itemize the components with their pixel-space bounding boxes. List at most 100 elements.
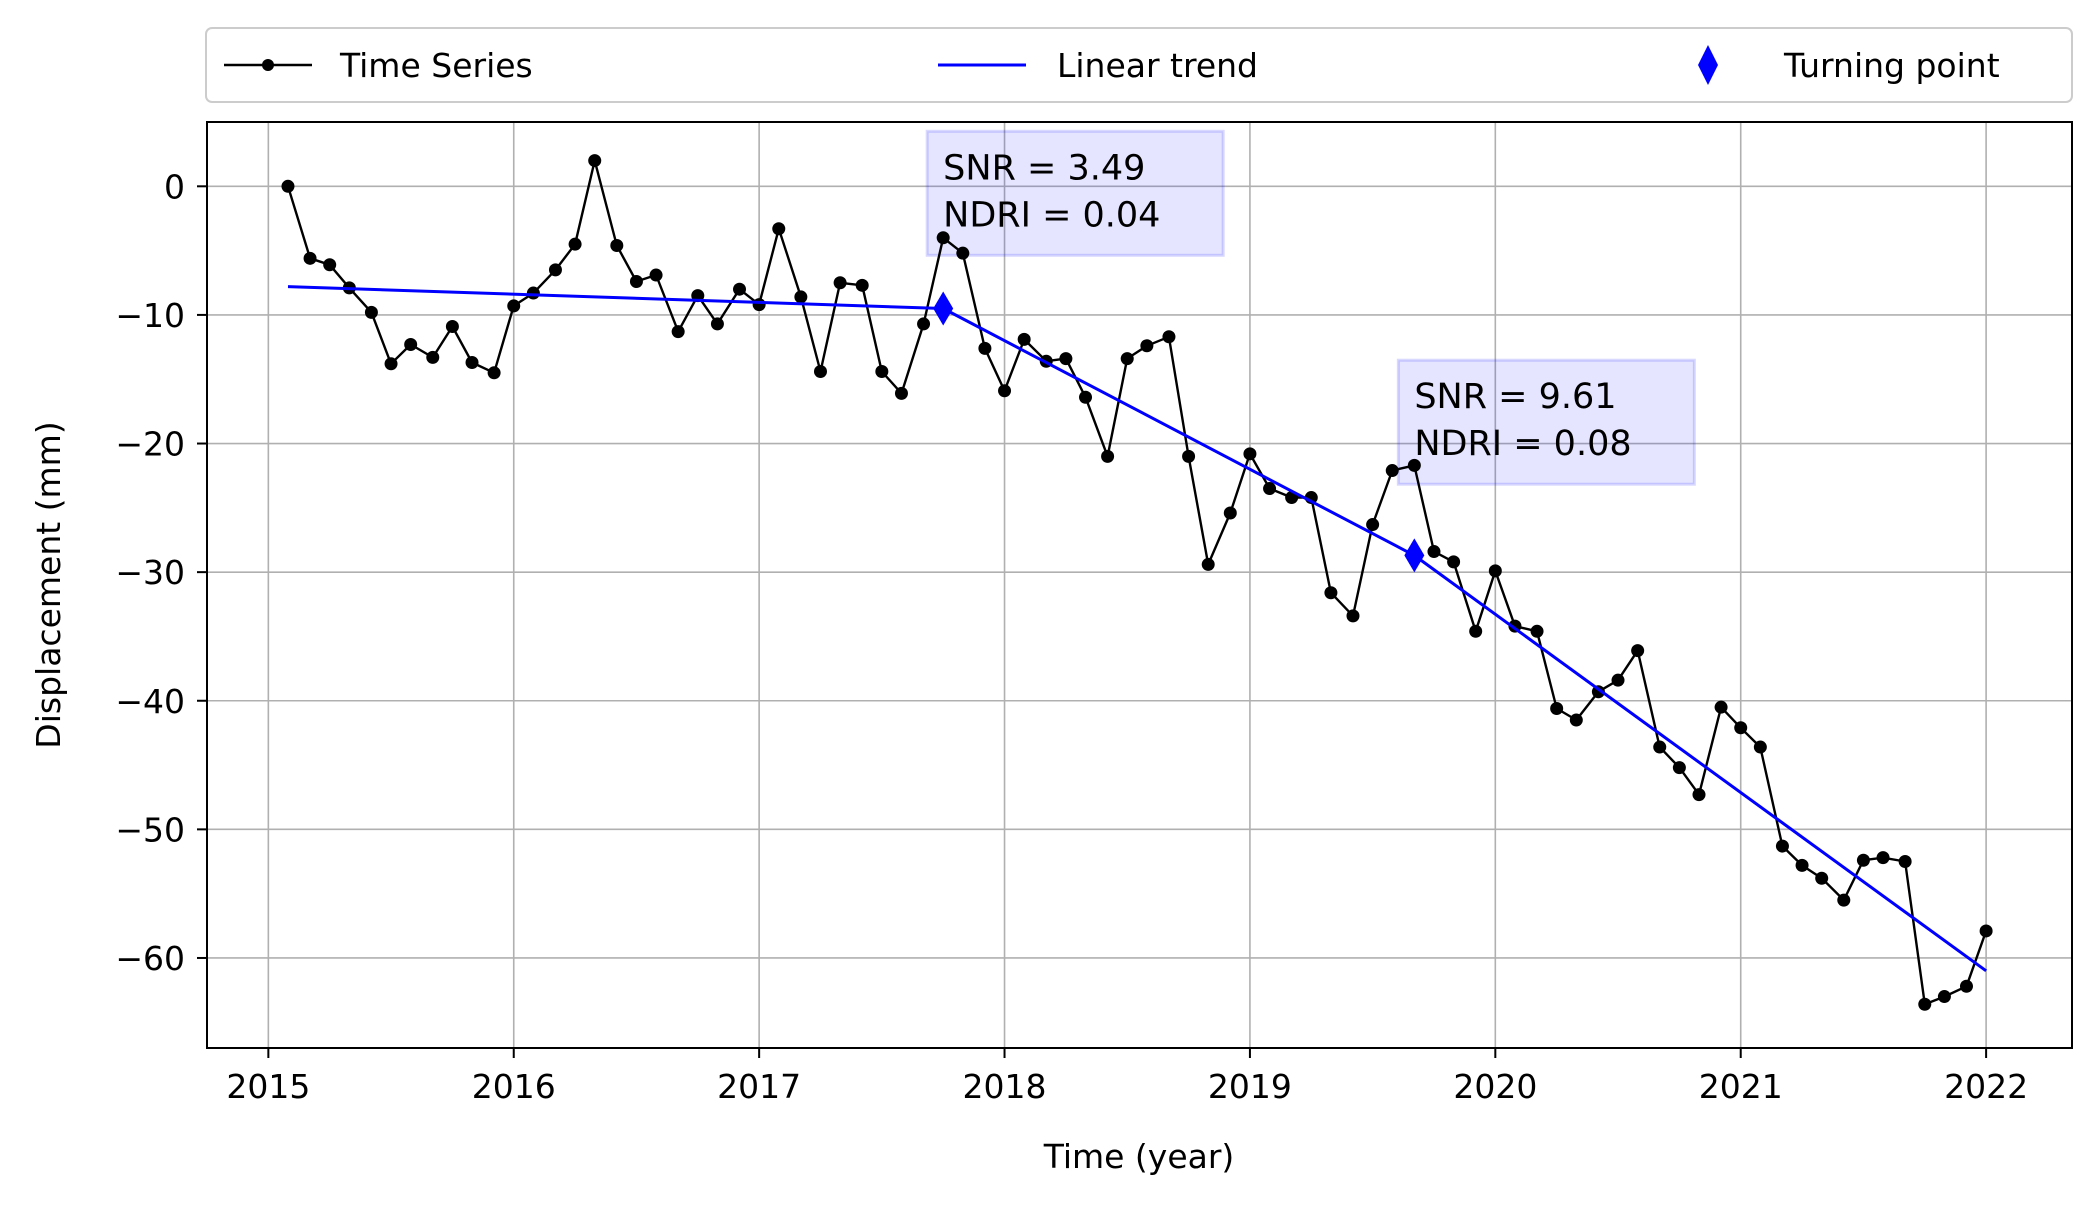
time-series-point [733, 282, 747, 296]
time-series-point [710, 317, 724, 331]
x-tick-label: 2016 [472, 1067, 556, 1106]
time-series-point [1653, 740, 1667, 754]
time-series-point [1876, 851, 1890, 865]
time-series-point [1469, 624, 1483, 638]
time-series-point [568, 237, 582, 251]
legend-turning-point-diamond [1698, 45, 1718, 85]
annotation-text: NDRI = 0.04 [943, 195, 1160, 235]
time-series-point [1631, 644, 1645, 658]
time-series-point [426, 350, 440, 364]
time-series-point [998, 384, 1012, 398]
time-series-point [649, 268, 663, 282]
time-series-point [833, 276, 847, 290]
time-series-point [894, 386, 908, 400]
time-series-point [1530, 624, 1544, 638]
time-series-point [794, 290, 808, 304]
time-series-point [465, 356, 479, 370]
time-series-point [1488, 564, 1502, 578]
time-series-point [1223, 506, 1237, 520]
annotation-text: SNR = 3.49 [943, 148, 1145, 188]
legend-linear-trend-label: Linear trend [1057, 46, 1258, 85]
time-series-point [1346, 609, 1360, 623]
x-tick-label: 2021 [1699, 1067, 1783, 1106]
annotation-box [1396, 358, 1696, 486]
time-series-line [286, 159, 1988, 1006]
time-series-point [1937, 990, 1951, 1004]
time-series-point [1550, 701, 1564, 715]
x-tick-label: 2017 [717, 1067, 801, 1106]
time-series-point [1427, 545, 1441, 559]
time-series-point [1182, 449, 1196, 463]
y-axis-title: Displacement (mm) [29, 421, 68, 748]
time-series-point [1407, 458, 1421, 472]
time-series-point [1753, 740, 1767, 754]
time-series-point [671, 325, 685, 339]
y-tick-label: −40 [115, 682, 185, 721]
time-series-point [772, 222, 786, 236]
series [281, 154, 1993, 1011]
x-tick-label: 2018 [963, 1067, 1047, 1106]
time-series-point [1734, 721, 1748, 735]
time-series-point [1140, 339, 1154, 353]
time-series-point [323, 258, 337, 272]
legend-time-series-dot [262, 59, 274, 71]
time-series-point [1714, 700, 1728, 714]
time-series-point [1856, 853, 1870, 867]
y-tick-label: 0 [164, 167, 185, 206]
time-series-point [1017, 332, 1031, 346]
legend-time-series-label: Time Series [339, 46, 533, 85]
annotation-text: SNR = 9.61 [1414, 377, 1616, 417]
time-series-point [813, 365, 827, 379]
x-tick-label: 2019 [1208, 1067, 1292, 1106]
gridlines [207, 122, 2072, 1048]
time-series-point [875, 365, 889, 379]
time-series-point [1059, 352, 1073, 366]
time-series-point [956, 246, 970, 260]
time-series-point [1162, 330, 1176, 344]
time-series-point [1120, 352, 1134, 366]
time-series-point [855, 278, 869, 292]
time-series-point [507, 299, 521, 313]
time-series-point [1795, 858, 1809, 872]
time-series-point [1366, 518, 1380, 532]
time-series-point [1447, 555, 1461, 569]
time-series-point [1898, 855, 1912, 869]
y-tick-label: −50 [115, 810, 185, 849]
time-series-point [1243, 447, 1257, 461]
time-series-point [629, 274, 643, 288]
time-series-point [1611, 673, 1625, 687]
time-series-point [588, 154, 602, 168]
time-series-point [281, 179, 295, 193]
time-series-point [1324, 586, 1338, 600]
turning-point-marker [933, 291, 954, 326]
plot-frame [206, 121, 2073, 1049]
time-series-point [1837, 893, 1851, 907]
turning-point-marker [1404, 538, 1425, 573]
time-series-point [1672, 761, 1686, 775]
time-series-point [1918, 997, 1932, 1011]
x-tick-label: 2022 [1944, 1067, 2028, 1106]
annotation-box [925, 129, 1225, 257]
time-series-point [1692, 788, 1706, 802]
time-series-point [1959, 979, 1973, 993]
time-series-point [1569, 713, 1583, 727]
time-series-point [384, 357, 398, 371]
linear-trend-line [287, 285, 1987, 973]
time-series-point [1101, 449, 1115, 463]
time-series-point [917, 317, 931, 331]
time-series-point [752, 298, 766, 312]
plot-area: SNR = 3.49 NDRI = 0.04 SNR = 9.61 NDRI = 0.… [115, 121, 2073, 1106]
time-series-point [445, 319, 459, 333]
time-series-point [364, 305, 378, 319]
legend-turning-point-label: Turning point [1783, 46, 2000, 85]
y-tick-label: −10 [115, 296, 185, 335]
x-tick-label: 2020 [1453, 1067, 1537, 1106]
time-series-point [1201, 557, 1215, 571]
time-series-point [936, 231, 950, 245]
time-series-point [548, 263, 562, 277]
time-series-point [1979, 924, 1993, 938]
time-series-point [1815, 871, 1829, 885]
time-series-point [1775, 839, 1789, 853]
axis-ticks: 2015 2016 2017 2018 2019 2020 2021 2022 0 −10 −20 −… [115, 167, 2028, 1106]
